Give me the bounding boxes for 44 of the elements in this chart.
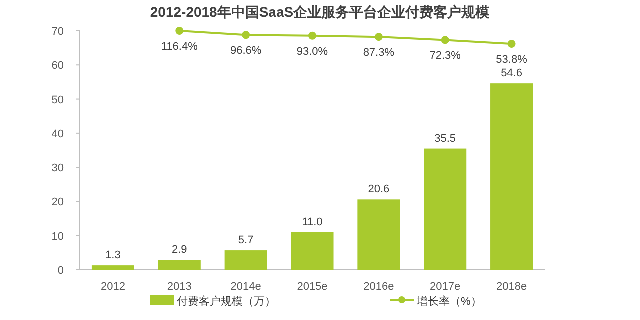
y-tick-label: 50 bbox=[52, 94, 64, 106]
data-label: 93.0% bbox=[296, 46, 328, 58]
y-tick-label: 10 bbox=[52, 230, 64, 243]
data-label: 53.8% bbox=[496, 54, 528, 66]
bar bbox=[490, 84, 534, 270]
point bbox=[176, 27, 184, 35]
data-label: 2.9 bbox=[172, 244, 188, 256]
x-tick-label: 2013 bbox=[167, 281, 192, 293]
point bbox=[242, 31, 250, 40]
point bbox=[308, 32, 316, 40]
y-tick-label: 20 bbox=[52, 196, 64, 209]
data-label: 1.3 bbox=[106, 250, 121, 262]
legend-label: 付费客户规模（万） bbox=[177, 295, 276, 308]
bar bbox=[224, 250, 268, 270]
x-tick-label: 2014e bbox=[230, 281, 262, 293]
x-tick-label: 2017e bbox=[430, 281, 461, 293]
data-label: 116.4% bbox=[161, 41, 198, 53]
data-label: 87.3% bbox=[363, 47, 395, 60]
point bbox=[441, 36, 450, 44]
data-label: 54.6 bbox=[501, 68, 522, 80]
data-label: 5.7 bbox=[238, 234, 254, 247]
y-tick-label: 0 bbox=[58, 265, 64, 277]
x-tick-label: 2015e bbox=[297, 281, 328, 293]
data-label: 11.0 bbox=[302, 216, 323, 228]
x-tick-label: 2012 bbox=[100, 281, 126, 293]
data-label: 35.5 bbox=[434, 132, 456, 145]
bar bbox=[424, 148, 467, 270]
data-label: 20.6 bbox=[368, 184, 390, 196]
legend-label: 增长率（%） bbox=[416, 295, 482, 308]
point bbox=[508, 40, 516, 48]
data-label: 72.3% bbox=[430, 50, 462, 62]
y-tick-label: 60 bbox=[52, 60, 64, 72]
y-tick-label: 30 bbox=[52, 162, 64, 175]
bar bbox=[358, 200, 400, 270]
bar bbox=[92, 266, 134, 270]
x-tick-label: 2016e bbox=[364, 281, 394, 293]
y-tick-label: 40 bbox=[52, 128, 64, 140]
data-label: 96.6% bbox=[230, 45, 262, 58]
chart-title: 2012-2018年中国SaaS企业服务平台企业付费客户规模 bbox=[150, 4, 491, 20]
y-tick-label: 70 bbox=[52, 26, 64, 38]
point bbox=[374, 33, 383, 42]
bar bbox=[158, 260, 201, 270]
x-tick-label: 2018e bbox=[496, 281, 528, 293]
bar bbox=[291, 232, 334, 270]
